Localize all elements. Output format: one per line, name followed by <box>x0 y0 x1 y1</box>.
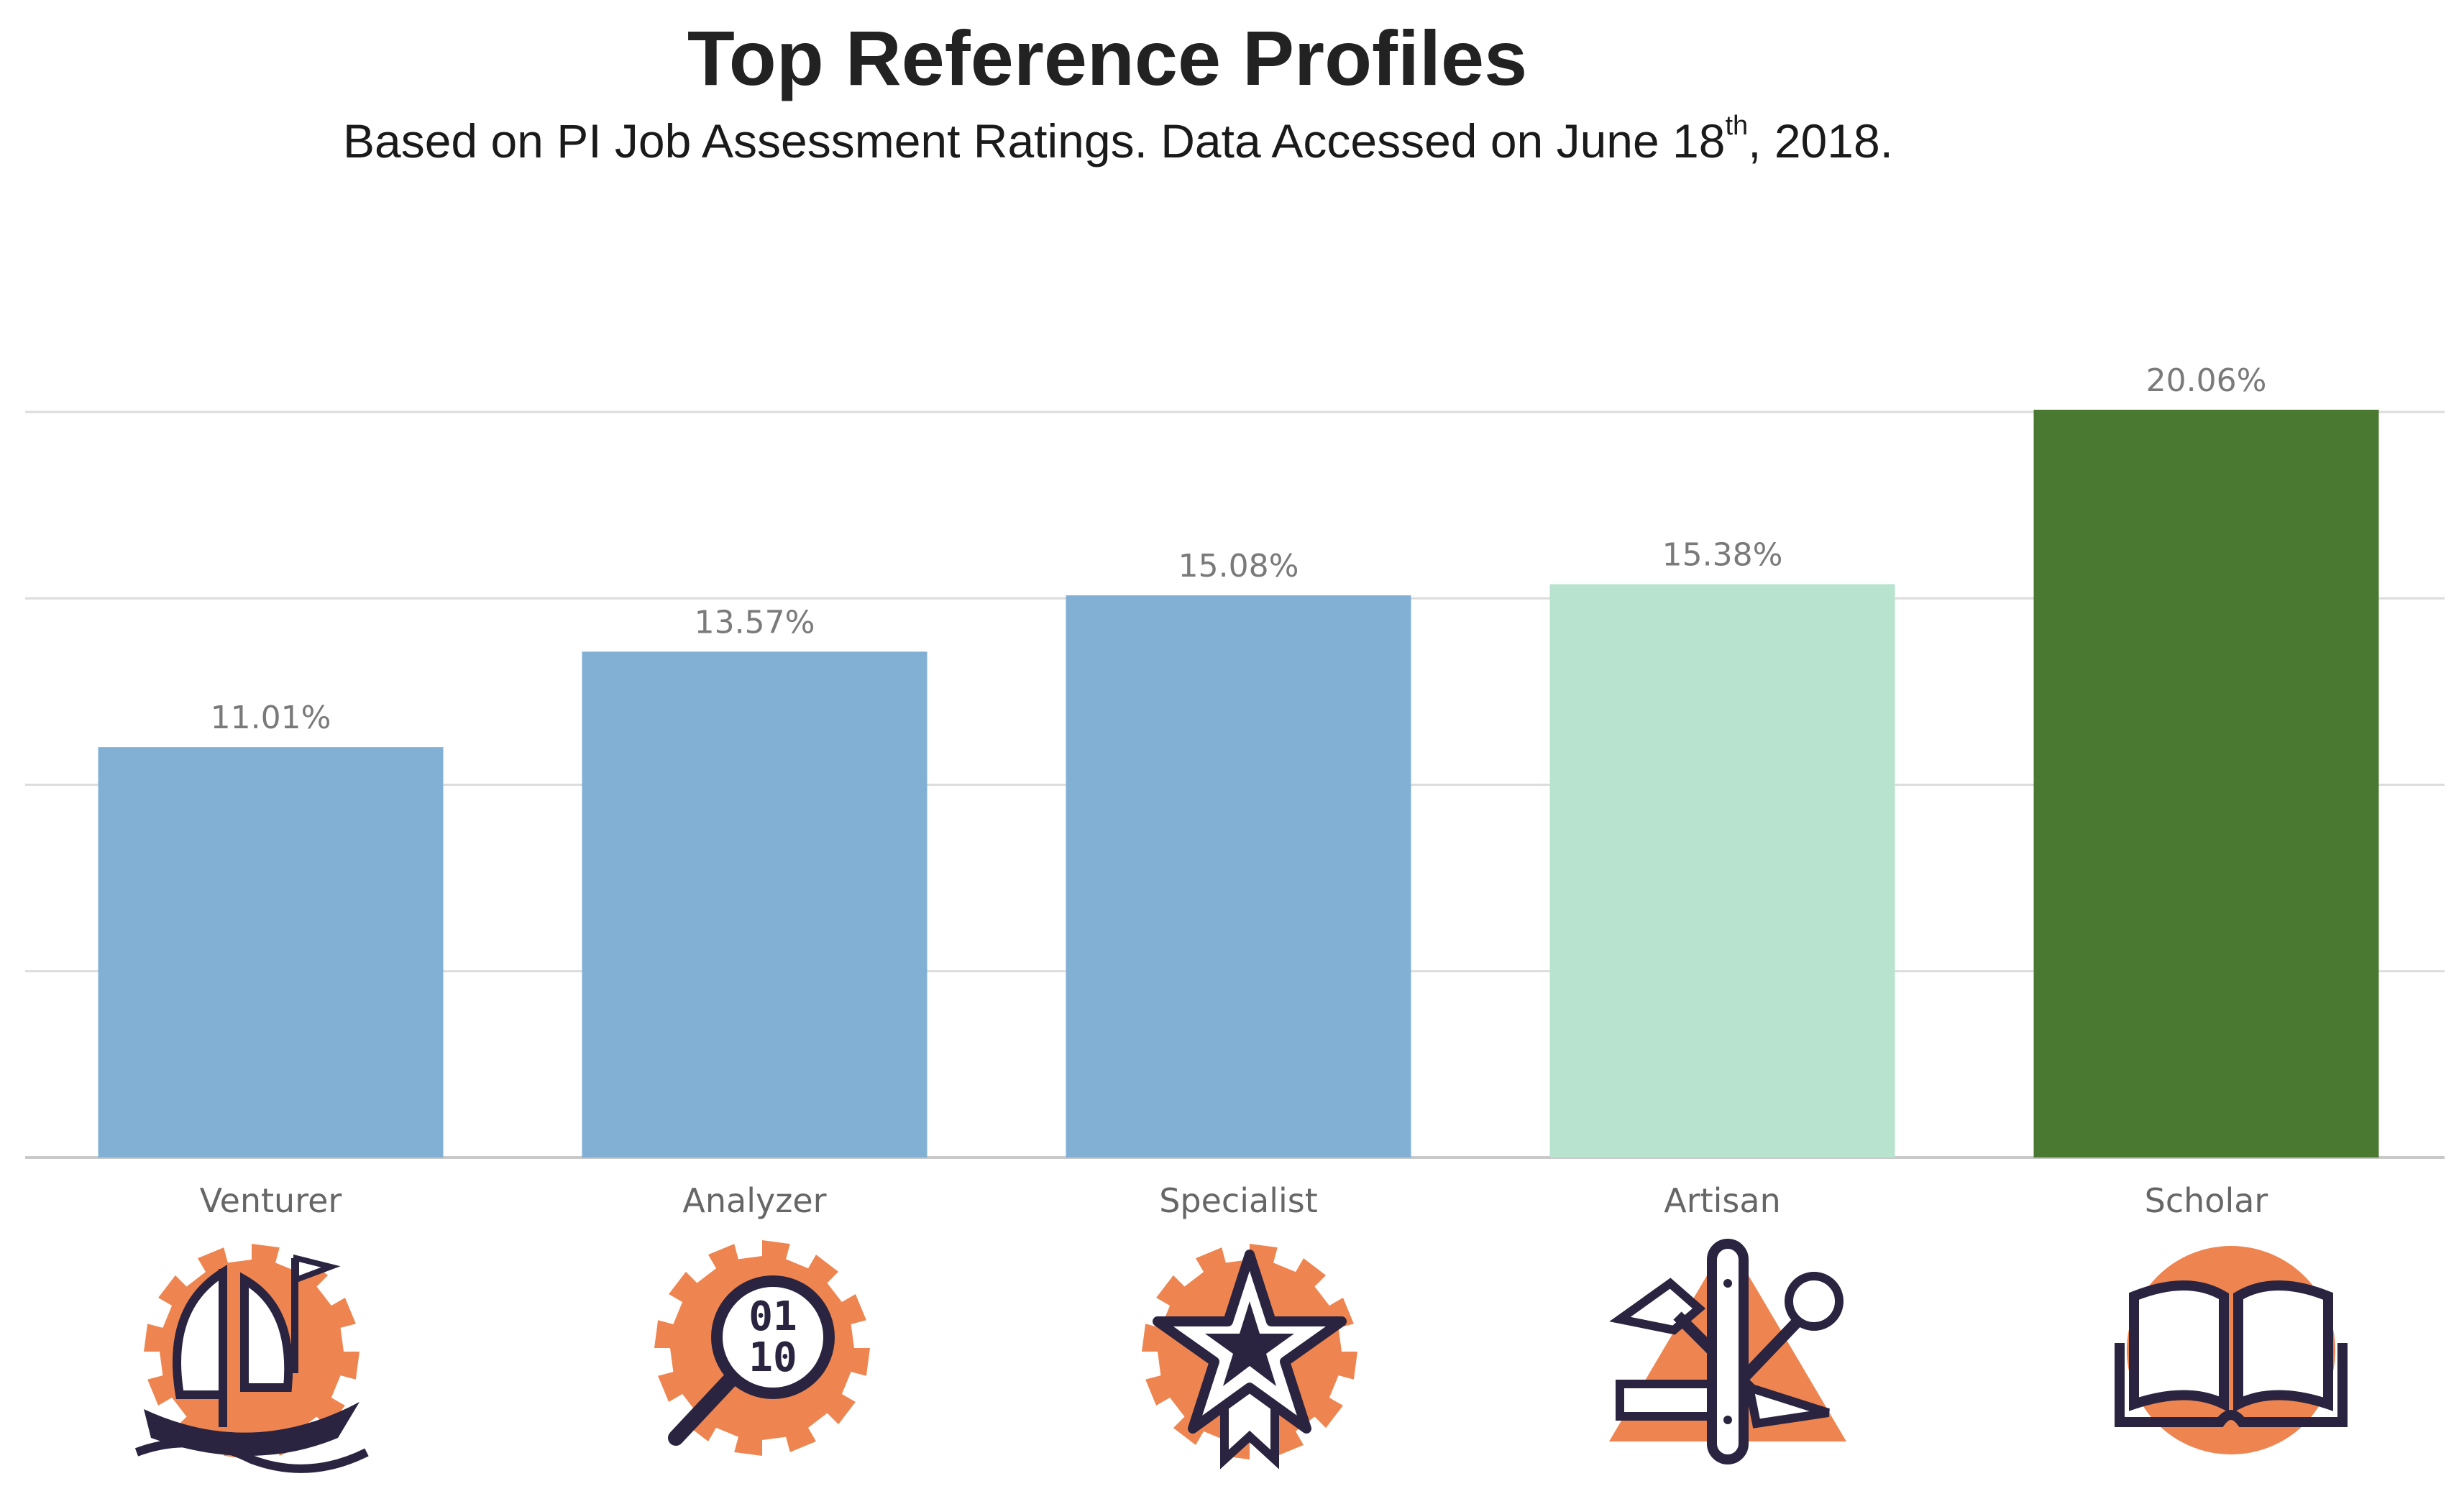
bar-venturer <box>98 747 444 1158</box>
bar-artisan <box>1549 584 1895 1158</box>
bar-scholar <box>2033 409 2379 1158</box>
category-label: Artisan <box>1664 1181 1781 1220</box>
chart-subtitle: Based on PI Job Assessment Ratings. Data… <box>342 111 1894 168</box>
data-label: 20.06% <box>2146 362 2267 399</box>
category-label: Scholar <box>2145 1181 2268 1220</box>
category-label: Specialist <box>1159 1181 1318 1220</box>
svg-text:10: 10 <box>748 1334 797 1381</box>
multi-tool-icon <box>1609 1239 1846 1464</box>
ship-icon <box>134 1244 369 1473</box>
category-label: Venturer <box>200 1181 342 1220</box>
data-label: 15.08% <box>1178 548 1299 585</box>
data-label: 11.01% <box>211 700 331 736</box>
star-ribbon-icon <box>1142 1244 1357 1470</box>
category-label: Analyzer <box>682 1181 826 1220</box>
binary-magnifier-icon: 01 10 <box>654 1240 870 1456</box>
bar-specialist <box>1066 595 1411 1158</box>
bar-analyzer <box>582 651 928 1158</box>
data-label: 15.38% <box>1662 537 1783 574</box>
chart-title: Top Reference Profiles <box>687 14 1528 101</box>
data-label: 13.57% <box>695 604 815 641</box>
open-book-icon <box>2115 1246 2348 1454</box>
svg-text:01: 01 <box>748 1293 797 1340</box>
